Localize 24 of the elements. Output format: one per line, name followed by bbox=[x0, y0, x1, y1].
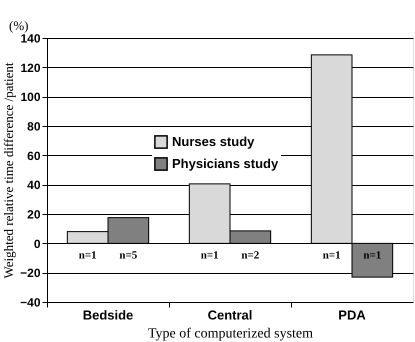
y-tick-label: 0 bbox=[34, 236, 41, 251]
y-tick-label: 120 bbox=[20, 60, 41, 75]
legend-label: Nurses study bbox=[172, 134, 256, 149]
y-tick-label: 100 bbox=[20, 90, 41, 104]
annotation: n=1 bbox=[78, 249, 97, 262]
legend-label: Physicians study bbox=[172, 156, 279, 171]
y-tick-label: −40 bbox=[20, 296, 41, 310]
y-tick-label: 20 bbox=[27, 208, 41, 222]
y-tick-label: 40 bbox=[27, 178, 41, 192]
annotation: n=1 bbox=[322, 249, 341, 262]
y-tick-label: −20 bbox=[20, 266, 41, 280]
y-tick-label: 60 bbox=[27, 148, 41, 163]
x-tick-label: Bedside bbox=[82, 308, 134, 322]
y-tick-label: 80 bbox=[27, 120, 41, 134]
y-tick-label: 140 bbox=[20, 32, 41, 46]
annotation: n=1 bbox=[363, 249, 382, 262]
y-axis-title: Weighted relative time difference /patient bbox=[1, 62, 16, 279]
text: (%) bbox=[9, 18, 28, 33]
annotation: n=2 bbox=[241, 249, 260, 262]
annotation: n=1 bbox=[200, 249, 219, 262]
x-tick-label: Central bbox=[208, 308, 252, 322]
x-axis-title: Type of computerized system bbox=[148, 326, 314, 342]
annotation: n=5 bbox=[119, 249, 138, 262]
x-tick-label: PDA bbox=[338, 308, 366, 322]
